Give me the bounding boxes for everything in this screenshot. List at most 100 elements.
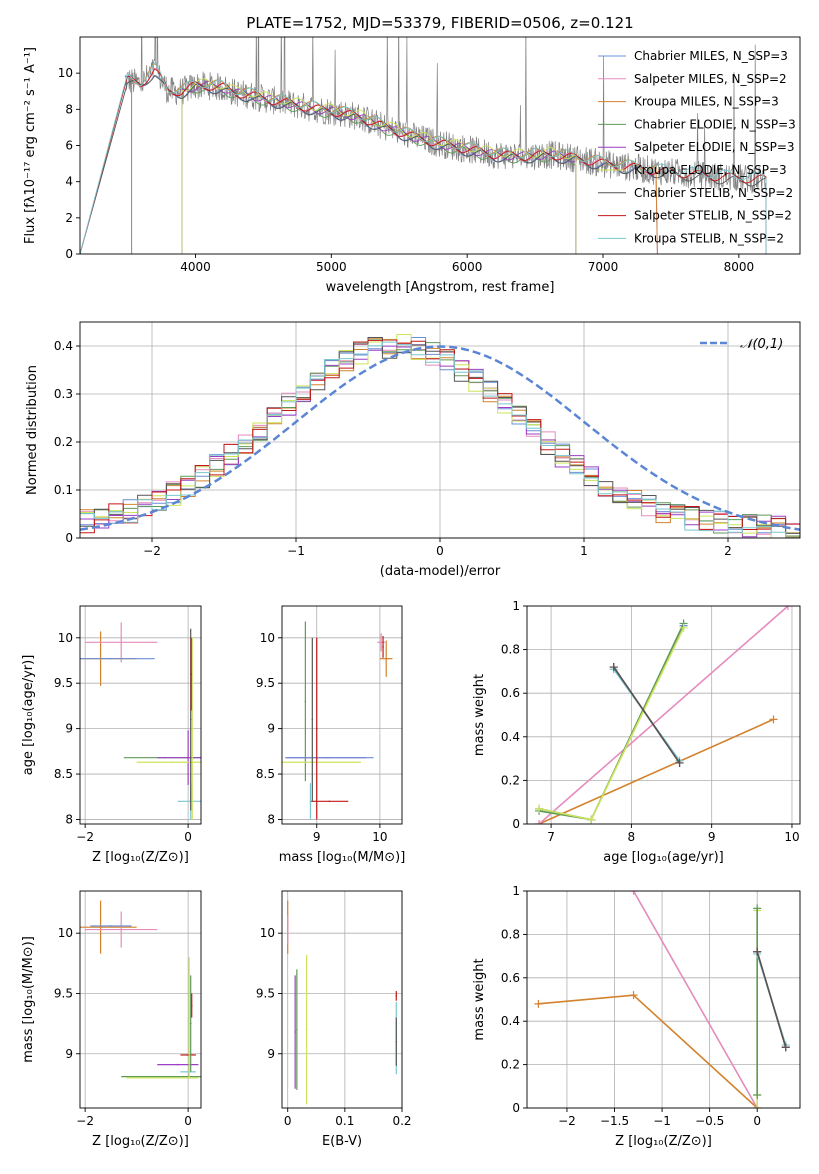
x-axis-label: Z [log₁₀(Z/Z⊙)] [615,1134,712,1149]
weight-marker [534,999,543,1008]
data-point [315,727,318,730]
data-point [99,926,102,928]
model-spectrum-line [181,80,577,254]
weight-marker [535,804,544,813]
x-tick-label: 0 [184,1114,192,1128]
legend-label: Chabrier STELIB, N_SSP=2 [634,186,793,200]
weight-line [538,625,685,821]
axes-frame [526,605,801,825]
legend-label: Chabrier MILES, N_SSP=3 [634,49,788,63]
x-tick-label: 10 [372,830,387,844]
plot-area [80,37,767,254]
y-tick-label: 10 [260,926,275,940]
x-tick-label: −2 [143,544,161,558]
y-tick-label: 0.8 [501,927,520,941]
plot-area [535,606,792,824]
weight-line [756,951,787,1048]
data-point [312,761,315,764]
weight-marker [629,991,638,1000]
data-point [311,718,314,721]
gaussian-reference-line [80,345,800,531]
data-point [188,1016,190,1019]
weight-marker [609,663,618,672]
legend-label: 𝒩(0,1) [740,337,783,352]
axes-frame [526,890,801,1109]
plot-area [80,900,201,1079]
y-tick-label: 4 [65,175,73,189]
axes-frame [79,890,202,1109]
model-spectrum-line [131,68,658,254]
weight-marker [629,891,638,895]
y-tick-label: 0 [512,817,520,831]
data-point [190,673,193,675]
weight-line [632,891,758,1108]
y-tick-label: 10 [58,66,73,80]
age-vs-mass-panel: 9 10 8 8.5 9 9.5 10 mass [log₁₀(M/M⊙)] [256,605,406,865]
y-tick-label: 10 [260,631,275,645]
x-axis-label: mass [log₁₀(M/M⊙)] [279,850,406,865]
y-tick-label: 9 [267,722,275,736]
x-tick-label: 10 [784,830,799,844]
x-tick-label: 0 [284,1114,292,1128]
y-tick-label: 9 [267,1047,275,1061]
x-tick-label: 4000 [180,260,211,274]
x-tick-label: 0 [184,830,192,844]
data-point [286,928,289,931]
weight-vs-metallicity-panel: −2 −1.5 −1 −0.5 0 0 0.2 0.4 0.6 0.8 1 Z [log₁₀(Z/Z⊙… [472,884,801,1149]
x-tick-label: 0.2 [392,1114,411,1128]
y-tick-label: 9.5 [256,986,275,1000]
mass-vs-ebv-panel: 0 0.1 0.2 9 9.5 10 E(B-V) [256,890,412,1149]
y-tick-label: 8 [65,102,73,116]
x-axis-label: wavelength [Angstrom, rest frame] [326,280,555,295]
model-spectrum-line [131,75,658,254]
data-point [395,1040,398,1043]
plot-area [286,900,398,1105]
legend-label: Kroupa ELODIE, N_SSP=3 [634,163,787,177]
y-axis-label: mass weight [472,674,487,756]
x-axis-label: Z [log₁₀(Z/Z⊙)] [92,1134,189,1149]
y-tick-label: 0.1 [54,483,73,497]
y-tick-label: 8 [267,812,275,826]
y-tick-label: 0.4 [501,1014,520,1028]
x-tick-label: −2 [76,1114,94,1128]
y-tick-label: 8.5 [54,767,73,781]
data-point [191,727,194,730]
weight-marker [781,1043,790,1052]
data-point [110,657,112,660]
weight-marker [783,606,792,610]
y-tick-label: 0.2 [501,1058,520,1072]
model-spectrum-line [181,84,577,254]
data-point [294,1031,296,1033]
data-point [296,1028,298,1031]
x-tick-label: 2 [724,544,732,558]
data-point [120,928,122,931]
y-tick-label: 1 [512,599,520,613]
data-point [395,995,398,997]
weight-marker [535,820,544,824]
plot-area [80,334,800,538]
y-tick-label: 2 [65,211,73,225]
y-tick-label: 10 [58,631,73,645]
legend-label: Salpeter MILES, N_SSP=2 [634,72,787,86]
y-tick-label: 9.5 [256,676,275,690]
y-axis-label: mass weight [472,958,487,1040]
y-axis-label: mass [log₁₀(M/M⊙)] [21,936,36,1063]
residual-histogram-line [80,339,800,534]
x-tick-label: 0 [436,544,444,558]
plot-area [80,622,201,820]
weight-vs-age-panel: 7 8 9 10 0 0.2 0.4 0.6 0.8 1 age [log₁₀(age/yr)] ma… [472,599,801,865]
y-axis-label: age [log₁₀(age/yr)] [21,655,36,776]
y-tick-label: 0.6 [501,971,520,985]
weight-line [538,623,685,821]
figure-title: PLATE=1752, MJD=53379, FIBERID=0506, z=0… [246,14,633,32]
y-tick-label: 9.5 [54,676,73,690]
x-tick-label: 6000 [452,260,483,274]
model-spectrum-line [80,61,767,254]
data-point [187,1071,189,1073]
mass-vs-metallicity-panel: −2 0 9 9.5 10 Z [log₁₀(Z/Z⊙)] mass [log₁₀(M/M⊙… [21,890,202,1149]
data-point [380,641,382,644]
x-tick-label: 5000 [316,260,347,274]
x-tick-label: 7 [547,830,555,844]
axes-frame [281,890,403,1109]
